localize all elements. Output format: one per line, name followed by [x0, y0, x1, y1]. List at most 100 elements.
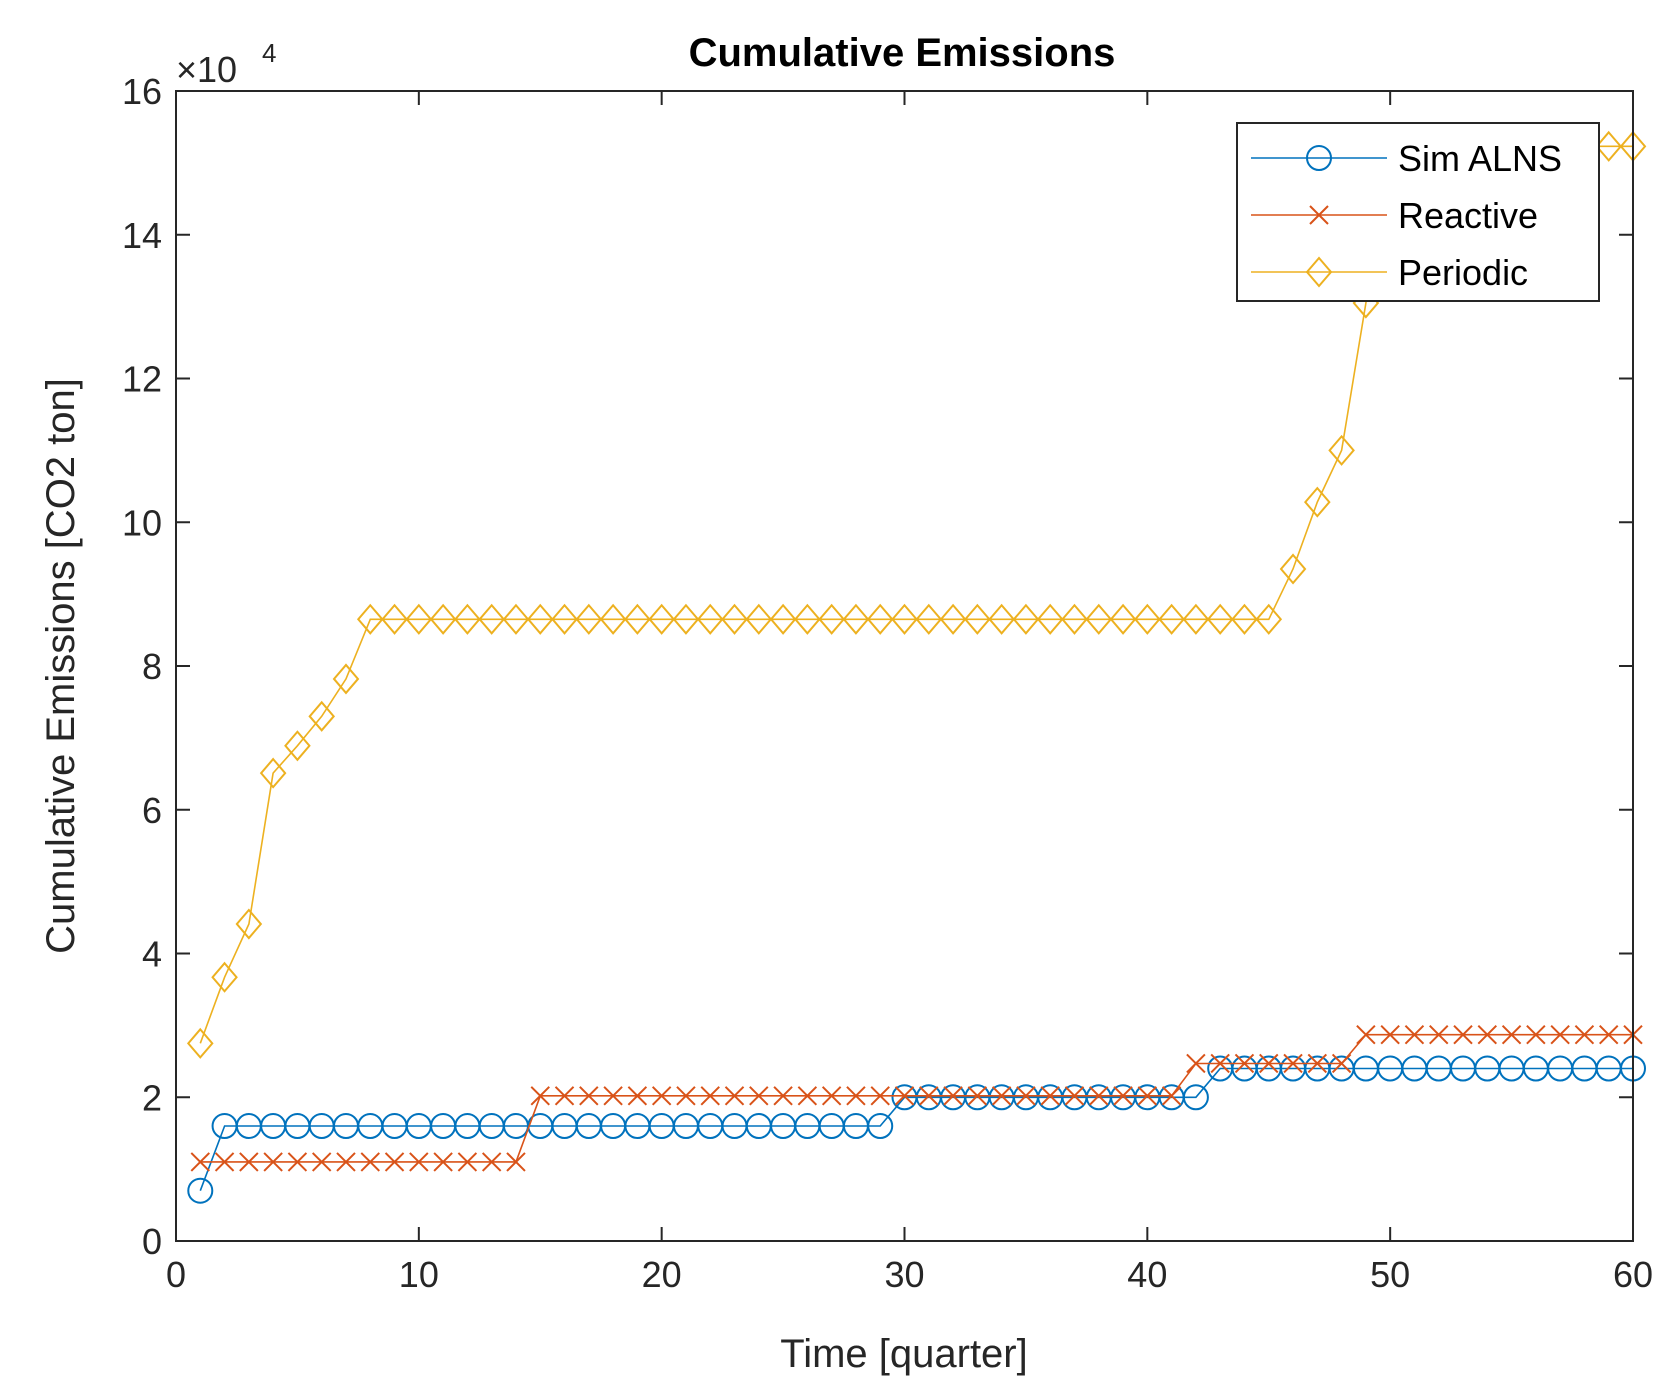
x-tick-label: 30 [884, 1254, 924, 1295]
data-point [939, 603, 967, 635]
data-point [627, 1086, 648, 1106]
data-point [991, 1086, 1012, 1106]
data-point [454, 603, 481, 635]
data-point [1404, 1025, 1425, 1045]
data-point [384, 1152, 405, 1172]
data-point [870, 1086, 890, 1106]
data-point [599, 603, 627, 635]
y-tick-label: 6 [142, 790, 162, 831]
x-tick-label: 0 [166, 1254, 186, 1295]
y-tick-label: 2 [142, 1077, 162, 1118]
data-point [603, 1086, 623, 1106]
data-point [554, 1086, 575, 1106]
data-point [409, 1152, 429, 1172]
data-point [891, 603, 918, 635]
data-point [1186, 1053, 1206, 1074]
series-line [200, 1033, 1633, 1163]
data-point [1574, 1025, 1595, 1045]
data-point [478, 603, 506, 635]
data-point [433, 1152, 453, 1172]
data-point [457, 1152, 478, 1172]
x-axis-label: Time [quarter] [780, 1332, 1027, 1376]
y-tick-label: 14 [122, 215, 162, 256]
data-point [211, 961, 238, 993]
data-point [919, 1086, 939, 1106]
x-tick-label: 20 [642, 1254, 682, 1295]
data-point [1231, 603, 1258, 635]
data-point [676, 1086, 696, 1106]
data-point [1161, 1086, 1182, 1106]
chart-title: Cumulative Emissions [689, 31, 1116, 75]
data-point [239, 1152, 259, 1172]
data-point [1283, 1053, 1303, 1074]
data-point [259, 757, 287, 789]
data-point [1595, 130, 1623, 162]
y-tick-label: 12 [122, 359, 162, 400]
data-point [1040, 1086, 1060, 1106]
data-point [263, 1152, 283, 1172]
data-point [575, 603, 603, 635]
data-point [672, 603, 700, 635]
data-point [311, 1152, 332, 1172]
x-tick-label: 60 [1613, 1254, 1653, 1295]
data-point [1137, 1086, 1158, 1106]
series-sim-alns [187, 1055, 1646, 1204]
data-point [1429, 1025, 1449, 1045]
data-point [1182, 603, 1210, 635]
data-point [846, 1086, 866, 1106]
y-tick-label: 16 [122, 71, 162, 112]
data-point [624, 603, 651, 635]
data-point [381, 603, 408, 635]
data-point [1016, 1086, 1036, 1106]
x-tick-label: 50 [1370, 1254, 1410, 1295]
data-point [818, 603, 845, 635]
data-point [1061, 603, 1088, 635]
data-point [894, 1086, 915, 1106]
data-point [429, 603, 457, 635]
data-point [943, 1086, 963, 1106]
data-point [356, 603, 384, 635]
data-point [1158, 603, 1185, 635]
data-point [502, 603, 530, 635]
data-point [866, 603, 894, 635]
data-point [700, 1086, 720, 1106]
data-point [1279, 553, 1307, 585]
data-point [696, 603, 724, 635]
data-point [1307, 1053, 1328, 1074]
axes: 0 10 20 30 40 50 60 0 2 4 6 8 10 12 14 16 [122, 71, 1653, 1295]
data-point [1113, 1086, 1133, 1106]
data-point [551, 603, 578, 635]
data-point [1206, 603, 1234, 635]
data-point [773, 1086, 793, 1106]
data-point [867, 1113, 894, 1139]
data-point [1477, 1025, 1498, 1045]
data-point [284, 730, 311, 762]
data-point [1182, 1084, 1209, 1111]
data-point [506, 1152, 526, 1172]
data-point [1599, 1025, 1619, 1045]
data-point [336, 1152, 356, 1172]
legend-marker [1306, 145, 1332, 171]
data-point [186, 1027, 214, 1059]
data-point [1109, 603, 1137, 635]
legend: Sim ALNS Reactive Periodic [1236, 122, 1600, 302]
data-point [1134, 603, 1161, 635]
series-layer [186, 130, 1647, 1204]
data-point [1328, 434, 1355, 466]
data-point [332, 663, 360, 695]
data-point [287, 1152, 308, 1172]
data-point [1303, 486, 1331, 518]
y-tick-label: 10 [122, 502, 162, 543]
data-point [1234, 1053, 1255, 1074]
data-point [1501, 1025, 1522, 1045]
data-point [721, 603, 748, 635]
data-point [1210, 1053, 1230, 1074]
data-point [915, 603, 943, 635]
data-point [964, 603, 991, 635]
series-periodic [186, 130, 1647, 1059]
data-point [1036, 603, 1064, 635]
y-exponent-base: ×10 [176, 49, 237, 90]
data-point [648, 603, 675, 635]
data-point [1526, 1025, 1546, 1045]
data-point [1255, 603, 1283, 635]
